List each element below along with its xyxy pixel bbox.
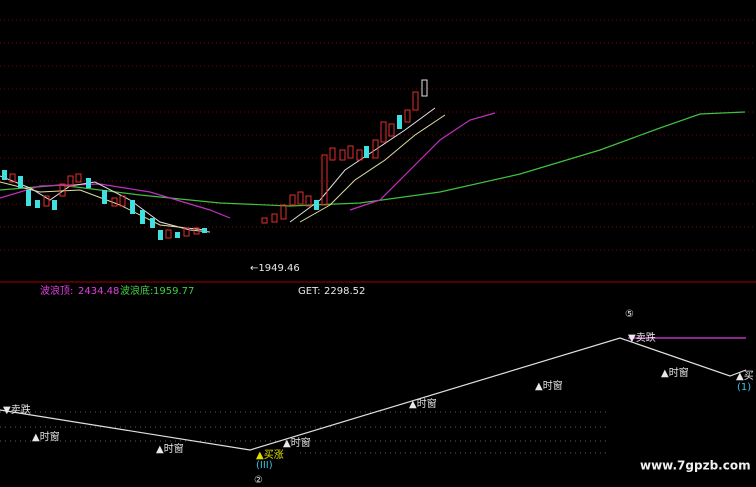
- ma-magenta-2: [349, 112, 496, 211]
- wave-five: ⑤: [625, 309, 634, 320]
- window-label: ▲时窗: [409, 397, 437, 410]
- right-wave: (1): [737, 382, 751, 393]
- lower-grid: [0, 411, 610, 454]
- low-marker: ←1949.46: [250, 263, 300, 274]
- candles: [2, 79, 428, 240]
- window-label: ▲时窗: [661, 366, 689, 379]
- watermark: www.7gpzb.com: [640, 459, 751, 473]
- window-label: ▲时窗: [156, 442, 184, 455]
- window-label: ▲时窗: [535, 379, 563, 392]
- wave-bottom-value: 1959.77: [153, 286, 194, 297]
- wave-line: [0, 337, 747, 451]
- sell-label: ▼卖跌: [3, 403, 31, 416]
- window-label: ▲时窗: [32, 430, 60, 443]
- wave-top-value: 2434.48: [78, 286, 119, 297]
- sell-label: ▼卖跌: [628, 331, 656, 344]
- ma-green: [0, 111, 746, 207]
- buy-label: ▲买涨: [256, 449, 284, 461]
- ma-yellow: [0, 181, 206, 231]
- buy-wave: (III): [256, 460, 273, 471]
- get-value: 2298.52: [324, 286, 365, 297]
- window-label: ▲时窗: [283, 436, 311, 449]
- ma-magenta: [0, 183, 231, 219]
- wave-two: ②: [254, 475, 263, 486]
- ma-yellow-2: [299, 114, 446, 223]
- wave-bottom-label: 波浪底:: [120, 284, 153, 297]
- get-label: GET:: [298, 286, 320, 297]
- wave-top-label: 波浪顶:: [40, 284, 73, 297]
- buy-label-right: ▲买: [736, 370, 754, 382]
